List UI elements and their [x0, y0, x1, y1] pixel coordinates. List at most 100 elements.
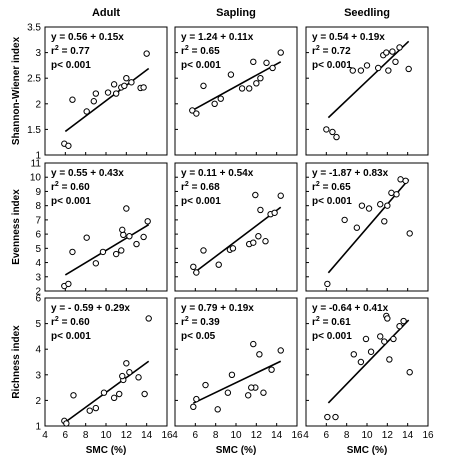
x-tick-label: 14 — [402, 430, 414, 441]
y-tick-label: 1 — [35, 151, 41, 162]
panel: y = 1.24 + 0.11x r2 = 0.65 p< 0.001 — [174, 26, 298, 156]
data-point — [99, 248, 107, 256]
r-squared-label: r2 = 0.61 — [312, 316, 351, 328]
data-point — [140, 84, 147, 91]
data-point — [381, 338, 388, 345]
data-point — [400, 317, 407, 325]
r-squared-value: 0.68 — [200, 182, 220, 193]
data-point — [217, 95, 224, 102]
data-point — [133, 240, 140, 248]
panel: y = 0.11 + 0.54x r2 = 0.68 p< 0.001 — [174, 162, 298, 292]
data-point — [365, 205, 373, 212]
regression-line — [64, 67, 150, 133]
data-point — [256, 351, 263, 358]
data-point — [362, 335, 370, 343]
regression-line — [64, 360, 150, 423]
regression-equation: y = 0.56 + 0.15x — [51, 32, 124, 43]
p-value-label: p< 0.001 — [312, 196, 352, 207]
data-point — [392, 58, 399, 66]
x-tick-label: 8 — [83, 430, 89, 441]
data-point — [250, 58, 257, 66]
data-point — [238, 85, 246, 92]
data-point — [202, 381, 209, 389]
data-point — [250, 239, 257, 246]
y-tick-label: 5 — [35, 244, 41, 255]
x-tick-label: 8 — [344, 430, 350, 441]
r-squared-value: 0.60 — [70, 317, 90, 328]
x-tick-label: 16 — [161, 430, 173, 441]
y-tick-label: 3 — [35, 48, 41, 59]
p-value-label: p< 0.001 — [51, 60, 91, 71]
regression-equation: y = 0.79 + 0.19x — [181, 303, 254, 314]
x-axis-label: SMC (%) — [216, 445, 257, 456]
data-point — [390, 335, 397, 343]
x-tick-label: 12 — [121, 430, 133, 441]
data-point — [252, 191, 259, 199]
data-point — [92, 404, 100, 412]
data-point — [381, 218, 388, 225]
y-axis-title: Evenness index — [11, 189, 22, 265]
y-tick-label: 5 — [35, 319, 41, 330]
x-tick-label: 10 — [361, 430, 373, 441]
data-point — [277, 49, 284, 56]
data-point — [193, 269, 200, 276]
data-point — [333, 133, 340, 141]
data-point — [63, 420, 70, 427]
r-squared-label: r2 = 0.68 — [181, 181, 220, 193]
panel: y = 0.54 + 0.19x r2 = 0.72 p< 0.001 — [305, 26, 429, 156]
data-point — [350, 351, 357, 358]
x-tick-label: 8 — [213, 430, 219, 441]
r-squared-label: r2 = 0.60 — [51, 316, 90, 328]
r-squared-value: 0.72 — [331, 46, 351, 57]
p-value-label: p< 0.05 — [181, 331, 216, 342]
panel: 1 1.5 2 2.5 3 3.5 y = 0.56 + 0.15x r2 = 0.77 p< … — [27, 23, 168, 162]
y-tick-label: 1 — [35, 422, 41, 433]
data-point — [189, 107, 196, 114]
regression-equation: y = -1.87 + 0.83x — [312, 168, 389, 179]
data-point — [248, 384, 255, 391]
data-point — [388, 189, 395, 197]
data-point — [353, 224, 361, 231]
data-point — [255, 233, 262, 240]
regression-equation: y = -0.64 + 0.41x — [312, 303, 389, 314]
p-value-label: p< 0.001 — [312, 331, 352, 342]
data-point — [193, 395, 200, 403]
data-point — [229, 245, 237, 252]
data-point — [260, 389, 267, 396]
y-tick-label: 2 — [35, 396, 41, 407]
data-point — [402, 177, 409, 184]
data-point — [363, 62, 371, 69]
data-point — [253, 80, 260, 87]
data-point — [324, 413, 331, 421]
regression-line — [192, 360, 282, 404]
regression-line — [192, 206, 282, 275]
data-point — [329, 128, 336, 136]
regression-equation: y = 0.55 + 0.43x — [51, 168, 124, 179]
data-point — [126, 233, 133, 240]
data-point — [110, 81, 118, 88]
p-value-label: p< 0.001 — [51, 331, 91, 342]
x-axis-label: SMC (%) — [86, 445, 127, 456]
data-point — [119, 372, 126, 380]
x-tick-label: 4 — [42, 430, 48, 441]
data-point — [65, 280, 72, 288]
regression-equation: y = - 0.59 + 0.29x — [51, 303, 130, 314]
data-point — [123, 75, 130, 82]
y-tick-label: 2.5 — [27, 74, 41, 85]
x-tick-label: 12 — [251, 430, 263, 441]
regression-equation: y = 0.11 + 0.54x — [181, 168, 254, 179]
y-tick-label: 2 — [35, 99, 41, 110]
regression-line — [327, 40, 410, 119]
x-tick-label: 10 — [230, 430, 242, 441]
data-point — [92, 260, 100, 267]
x-tick-label: 10 — [100, 430, 112, 441]
data-point — [126, 369, 133, 376]
x-tick-label: 6 — [63, 430, 69, 441]
data-point — [277, 347, 284, 354]
r-squared-value: 0.77 — [70, 46, 90, 57]
data-point — [100, 389, 108, 396]
data-point — [141, 390, 148, 398]
x-tick-label: 6 — [193, 430, 199, 441]
data-point — [121, 82, 128, 90]
